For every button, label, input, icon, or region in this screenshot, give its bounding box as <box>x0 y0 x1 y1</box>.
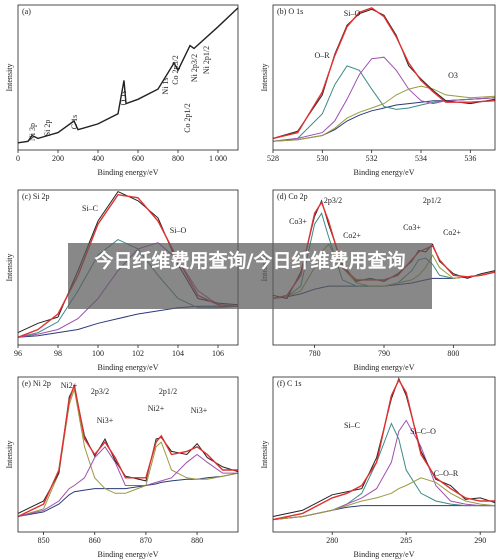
x-axis-label: Binding energy/eV <box>98 550 159 559</box>
peak-label: Co2+ <box>343 231 361 240</box>
y-axis-label: Intensity <box>5 254 14 282</box>
peak-label: Ni3+ <box>191 406 208 415</box>
series-line <box>272 56 496 142</box>
panel-title: (a) <box>22 7 31 16</box>
x-tick-label: 0 <box>16 154 20 163</box>
x-tick-label: 104 <box>172 349 184 358</box>
peak-label: Si–C <box>82 204 98 213</box>
series-line <box>272 7 496 140</box>
peak-label: Si–C–O <box>410 427 436 436</box>
peak-label: Co3+ <box>403 223 421 232</box>
peak-label: O 1s <box>119 91 128 106</box>
x-tick-label: 530 <box>316 154 328 163</box>
series-line <box>272 505 495 521</box>
x-tick-label: 800 <box>447 349 459 358</box>
peak-label: C 1s <box>70 115 79 129</box>
x-tick-label: 290 <box>474 536 486 545</box>
peak-label: Ni 3p <box>28 123 37 141</box>
x-tick-label: 870 <box>140 536 152 545</box>
x-tick-label: 1 000 <box>209 154 227 163</box>
x-tick-label: 100 <box>92 349 104 358</box>
panel-title: (e) Ni 2p <box>22 379 51 388</box>
x-tick-label: 850 <box>38 536 50 545</box>
x-axis-label: Binding energy/eV <box>354 168 415 177</box>
x-tick-label: 800 <box>172 154 184 163</box>
peak-label: Ni 2p3/2 <box>190 54 199 82</box>
series-line <box>272 419 495 521</box>
peak-label: Si–C <box>344 421 360 430</box>
series-line <box>272 378 495 521</box>
series-line <box>17 7 239 144</box>
peak-label: Si–O <box>170 226 187 235</box>
y-axis-label: Intensity <box>5 64 14 92</box>
peak-label: Ni3+ <box>97 416 114 425</box>
y-axis-label: Intensity <box>260 441 269 469</box>
watermark-banner: 今日纤维费用查询/今日纤维费用查询 <box>68 243 432 309</box>
x-tick-label: 534 <box>415 154 427 163</box>
peak-label: 2p1/2 <box>423 196 441 205</box>
series-line <box>17 445 238 517</box>
peak-label: Si 2p <box>43 120 52 137</box>
x-tick-label: 200 <box>52 154 64 163</box>
series-line <box>17 305 238 338</box>
plot-frame <box>272 4 496 151</box>
y-axis-label: Intensity <box>260 64 269 92</box>
x-tick-label: 285 <box>400 536 412 545</box>
x-tick-label: 536 <box>464 154 476 163</box>
peak-label: Co2+ <box>443 228 461 237</box>
plot-frame <box>17 376 239 533</box>
series-line <box>272 477 496 521</box>
x-axis-label: Binding energy/eV <box>354 550 415 559</box>
x-axis-label: Binding energy/eV <box>354 363 415 372</box>
peak-label: Co 2p1/2 <box>183 103 192 133</box>
plot-frame <box>17 4 239 151</box>
x-tick-label: 780 <box>309 349 321 358</box>
series-line <box>272 85 496 142</box>
peak-label: C–O–R <box>434 469 459 478</box>
x-tick-label: 600 <box>132 154 144 163</box>
peak-label: 2p3/2 <box>91 387 109 396</box>
peak-label: Ni 1s <box>161 77 170 94</box>
x-tick-label: 280 <box>326 536 338 545</box>
series-line <box>17 384 239 514</box>
x-axis-label: Binding energy/eV <box>98 363 159 372</box>
peak-label: Co 2p3/2 <box>171 55 180 85</box>
peak-label: Si–O <box>344 9 361 18</box>
x-tick-label: 532 <box>366 154 378 163</box>
peak-label: O–R <box>314 51 330 60</box>
panel-title: (c) Si 2p <box>22 192 50 201</box>
x-tick-label: 96 <box>14 349 22 358</box>
x-tick-label: 528 <box>267 154 279 163</box>
x-tick-label: 98 <box>54 349 62 358</box>
peak-label: 2p1/2 <box>159 387 177 396</box>
x-tick-label: 790 <box>378 349 390 358</box>
x-tick-label: 400 <box>92 154 104 163</box>
peak-label: Ni2+ <box>148 404 165 413</box>
peak-label: 2p3/2 <box>324 196 342 205</box>
x-tick-label: 860 <box>89 536 101 545</box>
x-tick-label: 102 <box>132 349 144 358</box>
panel-title: (f) C 1s <box>277 379 301 388</box>
y-axis-label: Intensity <box>5 441 14 469</box>
x-axis-label: Binding energy/eV <box>98 168 159 177</box>
peak-label: Ni2+ <box>61 381 78 390</box>
peak-label: O3 <box>448 71 458 80</box>
panel-title: (d) Co 2p <box>277 192 308 201</box>
x-tick-label: 880 <box>191 536 203 545</box>
peak-label: Ni 2p1/2 <box>202 46 211 74</box>
panel-title: (b) O 1s <box>277 7 303 16</box>
peak-label: Co3+ <box>289 217 307 226</box>
x-tick-label: 106 <box>212 349 224 358</box>
series-line <box>17 384 238 518</box>
plot-frame <box>272 376 496 533</box>
